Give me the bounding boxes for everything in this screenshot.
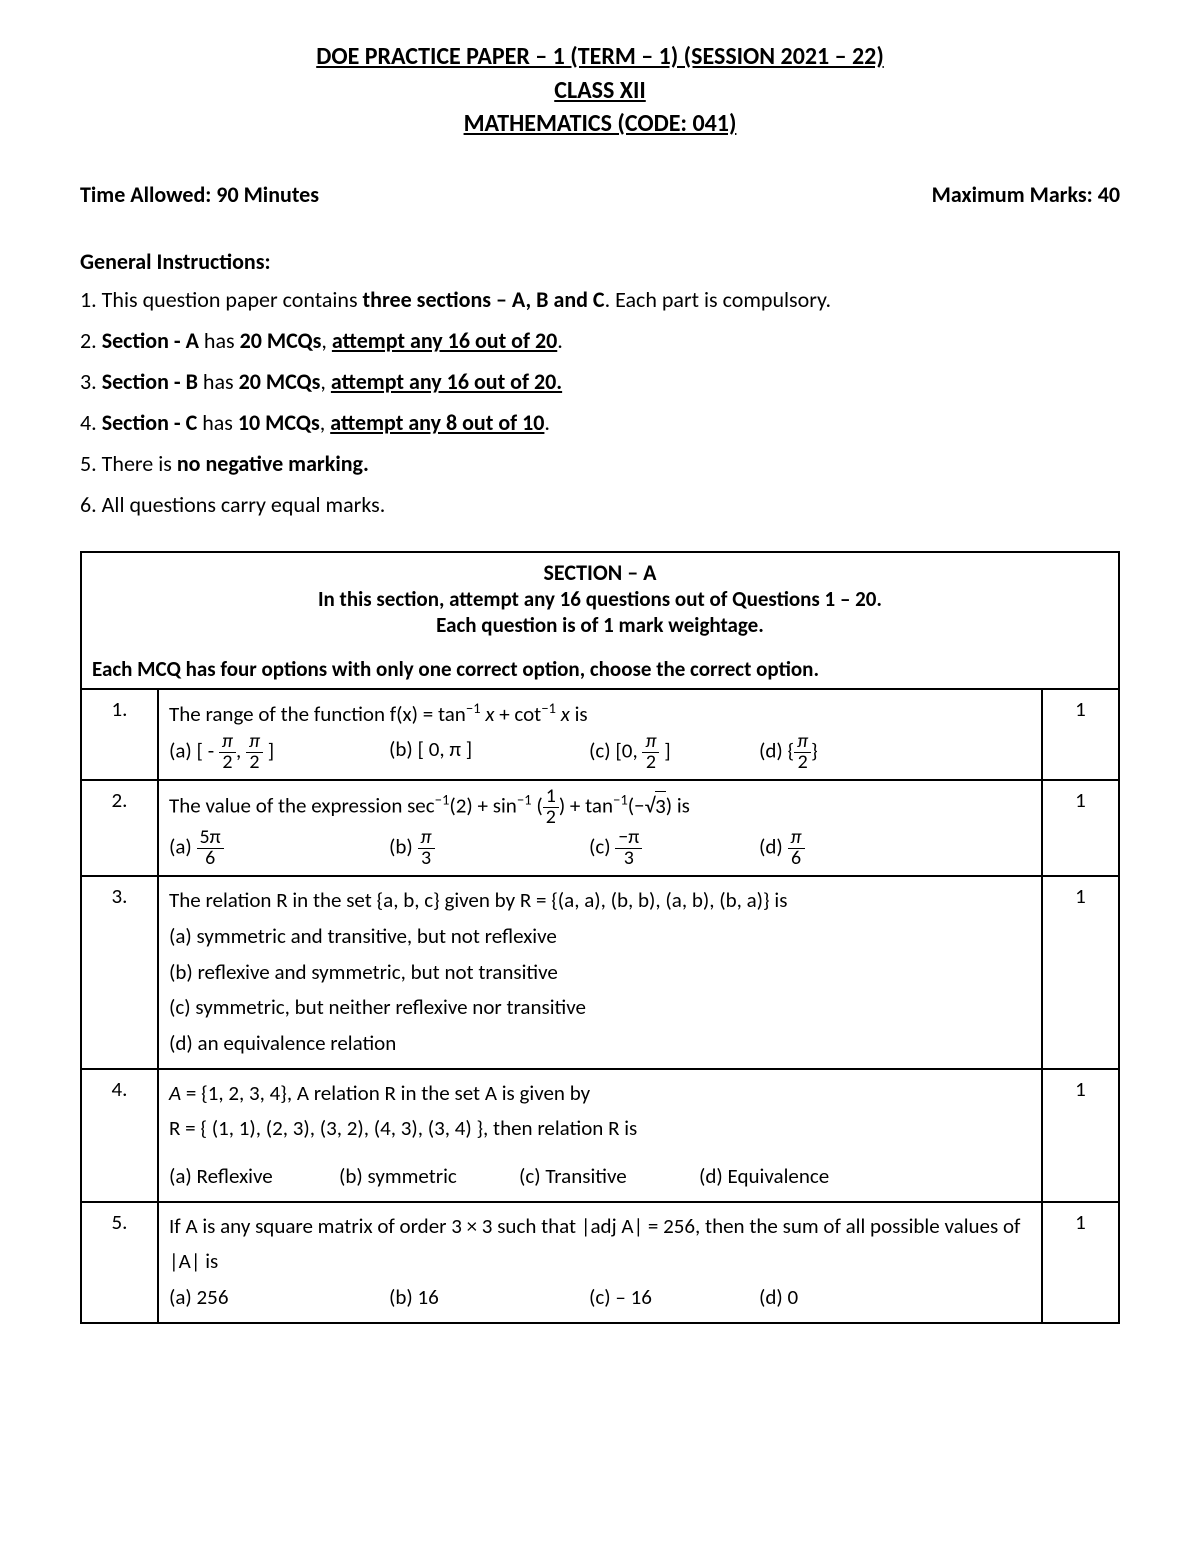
section-header-row: SECTION – A In this section, attempt any… [81, 552, 1119, 689]
title-block: DOE PRACTICE PAPER – 1 (TERM – 1) (SESSI… [80, 40, 1120, 141]
qnum-2: 2. [81, 780, 158, 876]
q5-opt-a: (a) 256 [169, 1280, 389, 1316]
q4-opt-b: (b) symmetric [339, 1159, 519, 1195]
q1-opt-c: (c) [0, π2 ] [589, 732, 759, 773]
qbody-5: If A is any square matrix of order 3 × 3… [158, 1202, 1042, 1323]
q2-opt-d: (d) π6 [759, 828, 805, 869]
q3-opt-a: (a) symmetric and transitive, but not re… [169, 919, 1031, 955]
q4-opt-d: (d) Equivalence [699, 1159, 829, 1195]
section-a-table: SECTION – A In this section, attempt any… [80, 551, 1120, 1324]
question-row-2: 2. The value of the expression sec−1(2) … [81, 780, 1119, 876]
q4-opt-a: (a) Reflexive [169, 1159, 339, 1195]
q3-opt-d: (d) an equivalence relation [169, 1026, 1031, 1062]
qnum-3: 3. [81, 876, 158, 1068]
q5-opt-b: (b) 16 [389, 1280, 589, 1316]
instruction-2: 2. Section - A has 20 MCQs, attempt any … [80, 324, 1120, 357]
time-marks-row: Time Allowed: 90 Minutes Maximum Marks: … [80, 181, 1120, 208]
q4-opt-c: (c) Transitive [519, 1159, 699, 1195]
instruction-3: 3. Section - B has 20 MCQs, attempt any … [80, 365, 1120, 398]
exam-paper-page: DOE PRACTICE PAPER – 1 (TERM – 1) (SESSI… [0, 0, 1200, 1553]
question-row-3: 3. The relation R in the set {a, b, c} g… [81, 876, 1119, 1068]
instruction-6: 6. All questions carry equal marks. [80, 488, 1120, 521]
qbody-4: A = {1, 2, 3, 4}, A relation R in the se… [158, 1069, 1042, 1202]
section-sub1: In this section, attempt any 16 question… [92, 586, 1108, 612]
title-line2: CLASS XII [554, 76, 646, 105]
instruction-4: 4. Section - C has 10 MCQs, attempt any … [80, 406, 1120, 439]
section-sub2: Each question is of 1 mark weightage. [92, 612, 1108, 638]
q1-options: (a) [ - π2, π2 ] (b) [ 0, π ] (c) [0, π2… [169, 732, 1031, 773]
q1-opt-d: (d) {π2} [759, 732, 818, 773]
instructions-heading: General Instructions: [80, 248, 1120, 275]
qnum-1: 1. [81, 689, 158, 781]
marks-4: 1 [1042, 1069, 1119, 1202]
instruction-1: 1. This question paper contains three se… [80, 283, 1120, 316]
marks-1: 1 [1042, 689, 1119, 781]
question-row-5: 5. If A is any square matrix of order 3 … [81, 1202, 1119, 1323]
q3-opt-b: (b) reflexive and symmetric, but not tra… [169, 955, 1031, 991]
qnum-4: 4. [81, 1069, 158, 1202]
q2-opt-a: (a) 5π6 [169, 828, 389, 869]
question-row-4: 4. A = {1, 2, 3, 4}, A relation R in the… [81, 1069, 1119, 1202]
section-title: SECTION – A [92, 559, 1108, 586]
q5-opt-d: (d) 0 [759, 1280, 798, 1316]
marks-3: 1 [1042, 876, 1119, 1068]
q2-opt-c: (c) −π3 [589, 828, 759, 869]
q1-opt-b: (b) [ 0, π ] [389, 732, 589, 773]
title-line1: DOE PRACTICE PAPER – 1 (TERM – 1) (SESSI… [316, 42, 884, 71]
q2-options: (a) 5π6 (b) π3 (c) −π3 (d) π6 [169, 828, 1031, 869]
qbody-2: The value of the expression sec−1(2) + s… [158, 780, 1042, 876]
title-line3: MATHEMATICS (CODE: 041) [464, 109, 737, 138]
instruction-5: 5. There is no negative marking. [80, 447, 1120, 480]
marks-2: 1 [1042, 780, 1119, 876]
qbody-1: The range of the function f(x) = tan−1 x… [158, 689, 1042, 781]
q1-opt-a: (a) [ - π2, π2 ] [169, 732, 389, 773]
q4-options: (a) Reflexive (b) symmetric (c) Transiti… [169, 1159, 1031, 1195]
q5-opt-c: (c) – 16 [589, 1280, 759, 1316]
q2-opt-b: (b) π3 [389, 828, 589, 869]
marks-5: 1 [1042, 1202, 1119, 1323]
qnum-5: 5. [81, 1202, 158, 1323]
question-row-1: 1. The range of the function f(x) = tan−… [81, 689, 1119, 781]
section-note: Each MCQ has four options with only one … [92, 656, 1108, 682]
qbody-3: The relation R in the set {a, b, c} give… [158, 876, 1042, 1068]
q3-opt-c: (c) symmetric, but neither reflexive nor… [169, 990, 1031, 1026]
time-allowed: Time Allowed: 90 Minutes [80, 181, 319, 208]
q5-options: (a) 256 (b) 16 (c) – 16 (d) 0 [169, 1280, 1031, 1316]
max-marks: Maximum Marks: 40 [932, 181, 1120, 208]
